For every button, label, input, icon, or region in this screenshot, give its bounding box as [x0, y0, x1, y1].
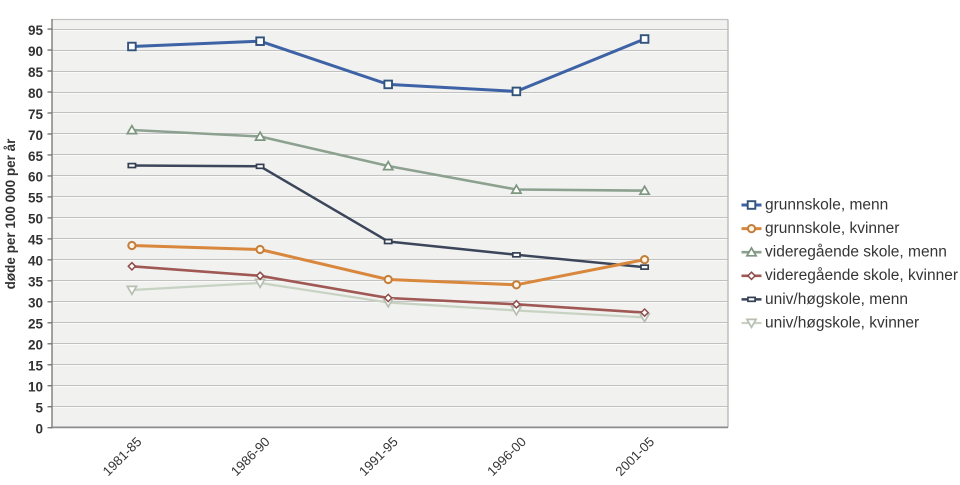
- svg-text:5: 5: [35, 401, 43, 416]
- svg-text:10: 10: [28, 380, 43, 395]
- svg-text:55: 55: [28, 191, 44, 206]
- svg-text:univ/høgskole, menn: univ/høgskole, menn: [765, 291, 908, 308]
- svg-text:65: 65: [28, 149, 44, 164]
- svg-text:videregående skole, menn: videregående skole, menn: [765, 244, 947, 261]
- svg-text:80: 80: [28, 86, 43, 101]
- svg-text:15: 15: [28, 359, 44, 374]
- svg-text:grunnskole, menn: grunnskole, menn: [765, 196, 888, 213]
- svg-text:grunnskole, kvinner: grunnskole, kvinner: [765, 220, 899, 237]
- svg-text:75: 75: [28, 107, 44, 122]
- svg-text:50: 50: [28, 212, 43, 227]
- svg-text:univ/høgskole, kvinner: univ/høgskole, kvinner: [765, 314, 919, 331]
- svg-text:videregående skole, kvinner: videregående skole, kvinner: [765, 267, 958, 284]
- svg-text:45: 45: [28, 233, 44, 248]
- svg-text:85: 85: [28, 65, 44, 80]
- svg-text:0: 0: [35, 422, 43, 437]
- svg-text:20: 20: [28, 338, 43, 353]
- svg-text:35: 35: [28, 275, 44, 290]
- svg-text:70: 70: [28, 128, 43, 143]
- svg-text:90: 90: [28, 44, 43, 59]
- svg-text:60: 60: [28, 170, 43, 185]
- svg-text:95: 95: [28, 23, 44, 38]
- svg-text:40: 40: [28, 254, 43, 269]
- svg-text:30: 30: [28, 296, 43, 311]
- svg-text:25: 25: [28, 317, 44, 332]
- svg-text:døde per 100 000 per år: døde per 100 000 per år: [3, 138, 18, 290]
